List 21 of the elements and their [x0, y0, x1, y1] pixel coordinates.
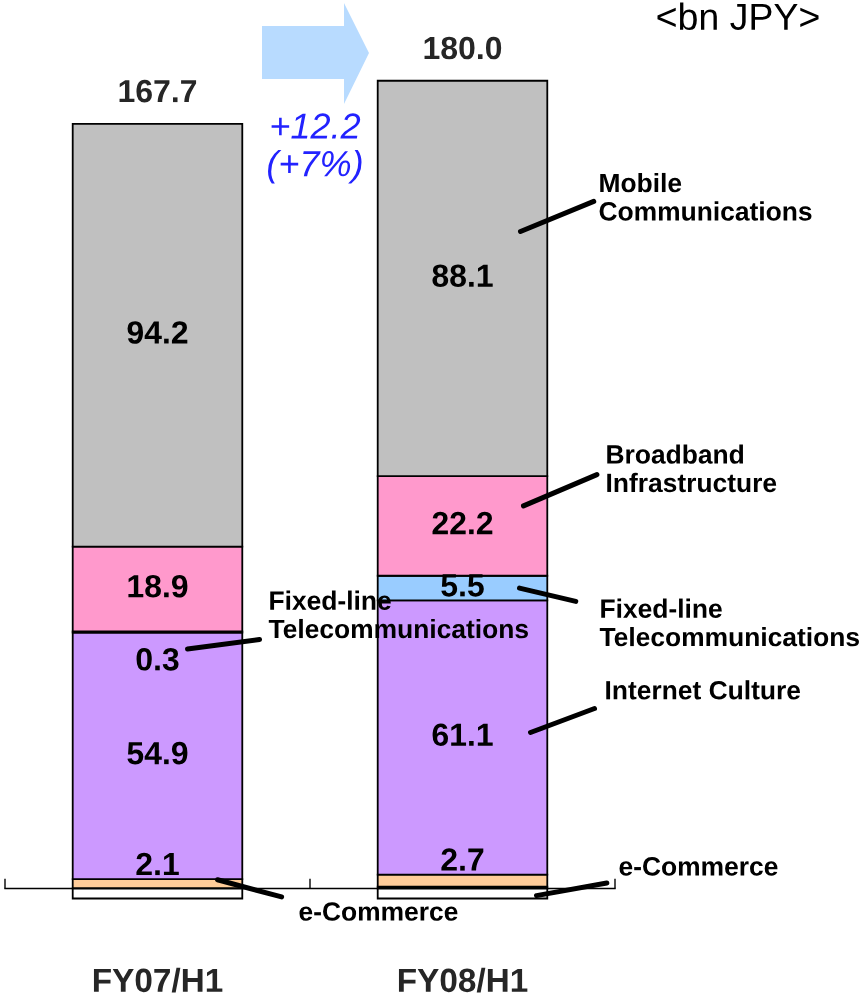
text: Broadband Infrastructure [607, 444, 777, 493]
text: Internet Culture [606, 680, 801, 700]
data-label: 0.3 [136, 648, 179, 671]
x-tick-label: FY08/H1 [398, 967, 528, 993]
data-label: 18.9 [128, 574, 188, 598]
data-label: 22.2 [432, 511, 493, 535]
data-label: 94.2 [127, 321, 188, 344]
annotation: 167.7 [119, 79, 197, 103]
series-label: e-Commerce [299, 902, 458, 921]
data-label: 88.1 [432, 264, 493, 288]
annotation: +12.2 (+7%) [268, 113, 362, 184]
series-label: Mobile Communications [599, 172, 812, 221]
text: <bn JPY> [657, 2, 819, 31]
data-label: 54.9 [127, 741, 188, 765]
data-label: 2.1 [136, 852, 179, 876]
data-label: 2.7 [441, 848, 484, 871]
annotation: 180.0 [424, 36, 502, 60]
text: e-Commerce [619, 857, 778, 876]
x-tick-label: FY07/H1 [93, 967, 223, 993]
data-label: 61.1 [432, 723, 493, 747]
text: Fixed-line Telecommunications [599, 598, 859, 647]
